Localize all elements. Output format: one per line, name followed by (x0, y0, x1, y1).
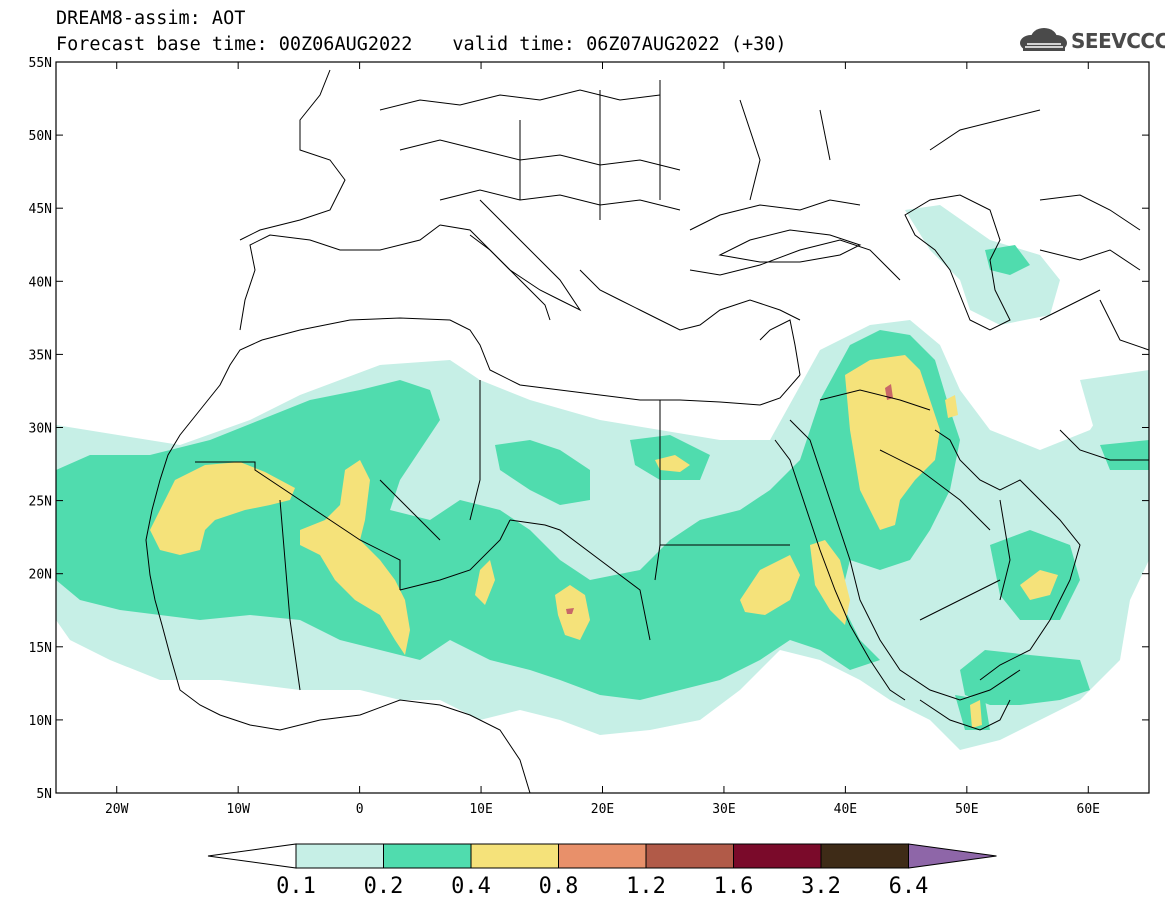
colorbar: 0.1 0.2 0.4 0.8 1.2 1.6 3.2 6.4 (207, 843, 997, 899)
lon-tick-label: 10W (226, 802, 250, 817)
lon-tick-label: 40E (834, 802, 857, 817)
colorbar-label: 1.2 (626, 874, 666, 899)
lat-tick-label: 35N (29, 348, 52, 363)
lat-tick-label: 5N (36, 787, 52, 802)
colorbar-label: 0.1 (276, 874, 316, 899)
colorbar-under-triangle (207, 843, 297, 869)
cloud-logo-icon (1020, 28, 1067, 51)
lon-tick-label: 20E (591, 802, 614, 817)
forecast-times: Forecast base time: 00Z06AUG2022 valid ti… (56, 34, 787, 56)
lat-tick-label: 25N (29, 495, 52, 510)
lon-tick-label: 10E (469, 802, 492, 817)
colorbar-label: 6.4 (889, 874, 929, 899)
coastlines-borders (145, 69, 1149, 793)
lat-tick-label: 30N (29, 422, 52, 437)
seevccc-logo: SEEVCCC (1017, 26, 1165, 56)
colorbar-label: 0.2 (364, 874, 404, 899)
colorbar-segment (820, 843, 909, 869)
colorbar-segment (558, 843, 647, 869)
colorbar-segment (383, 843, 472, 869)
aot-shade-0.4 (150, 355, 1058, 728)
lat-tick-label: 50N (29, 129, 52, 144)
lon-tick-label: 20W (105, 802, 129, 817)
lon-tick-label: 30E (712, 802, 735, 817)
logo-text: SEEVCCC (1071, 29, 1165, 53)
colorbar-over-triangle (908, 843, 997, 869)
map-title: DREAM8-assim: AOT (56, 8, 246, 29)
aot-shade-0.8 (566, 384, 893, 614)
lon-tick-label: 0 (356, 802, 364, 817)
colorbar-segment (733, 843, 822, 869)
latitude-axis: 5N 10N 15N 20N 25N 30N 35N 40N 45N 50N 55N (29, 56, 1149, 802)
lat-tick-label: 55N (29, 56, 52, 71)
aot-shading (56, 205, 1149, 750)
base-time: Forecast base time: 00Z06AUG2022 (56, 34, 413, 55)
valid-time: valid time: 06Z07AUG2022 (+30) (452, 34, 787, 55)
lat-tick-label: 40N (29, 275, 52, 290)
colorbar-segment (470, 843, 559, 869)
lat-tick-label: 20N (29, 568, 52, 583)
longitude-axis: 20W 10W 0 10E 20E 30E 40E 50E 60E (105, 62, 1100, 817)
colorbar-label: 1.6 (714, 874, 754, 899)
colorbar-segment (295, 843, 384, 869)
colorbar-label: 3.2 (801, 874, 841, 899)
lat-tick-label: 10N (29, 714, 52, 729)
colorbar-label: 0.4 (451, 874, 491, 899)
lat-tick-label: 45N (29, 202, 52, 217)
colorbar-segment (645, 843, 734, 869)
lat-tick-label: 15N (29, 641, 52, 656)
lon-tick-label: 50E (955, 802, 978, 817)
lon-tick-label: 60E (1077, 802, 1100, 817)
colorbar-label: 0.8 (539, 874, 579, 899)
